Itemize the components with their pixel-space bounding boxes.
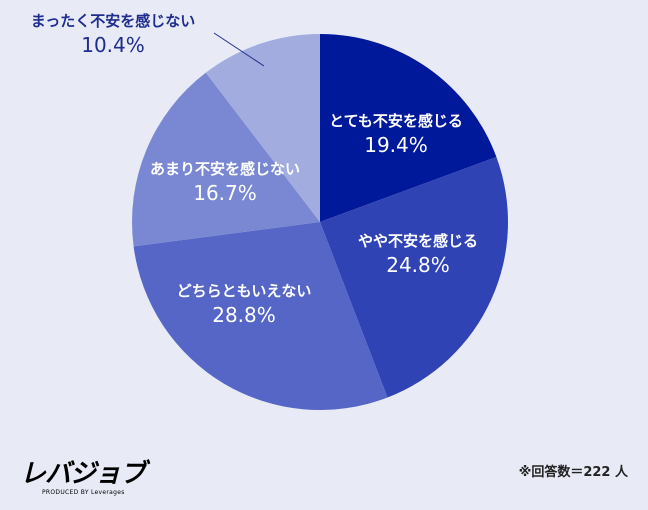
slice-percent-label: 10.4% bbox=[81, 33, 145, 57]
slice-percent-label: 19.4% bbox=[364, 133, 428, 157]
slice-category-label: あまり不安を感じない bbox=[150, 160, 300, 178]
brand-logo: レバジョブ PRODUCED BY Leverages bbox=[20, 460, 160, 502]
slice-category-label: とても不安を感じる bbox=[329, 112, 463, 130]
slice-category-label: やや不安を感じる bbox=[358, 232, 478, 250]
slice-category-label: どちらともいえない bbox=[177, 282, 312, 300]
pie-slice-2 bbox=[320, 156, 508, 398]
slice-category-label: まったく不安を感じない bbox=[31, 12, 195, 30]
pie-slice-5 bbox=[205, 34, 320, 222]
leader-line bbox=[213, 32, 265, 67]
slice-percent-label: 28.8% bbox=[212, 303, 276, 327]
logo-wordmark: レバジョブ bbox=[20, 459, 146, 489]
pie-slice-3 bbox=[133, 222, 388, 410]
pie-slice-1 bbox=[320, 34, 497, 222]
slice-percent-label: 16.7% bbox=[193, 181, 257, 205]
respondent-count-note: ※回答数＝222 人 bbox=[518, 465, 628, 480]
logo-tagline: PRODUCED BY Leverages bbox=[42, 489, 125, 496]
pie-slice-4 bbox=[132, 72, 320, 247]
slice-percent-label: 24.8% bbox=[386, 253, 450, 277]
